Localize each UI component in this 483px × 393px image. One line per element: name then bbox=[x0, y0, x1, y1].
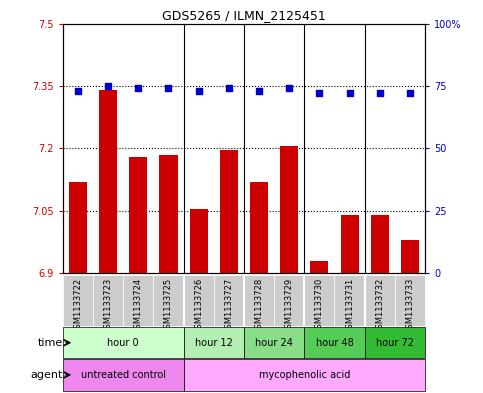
Text: mycophenolic acid: mycophenolic acid bbox=[258, 370, 350, 380]
FancyBboxPatch shape bbox=[274, 275, 304, 326]
Point bbox=[255, 88, 263, 94]
Text: GSM1133732: GSM1133732 bbox=[375, 277, 384, 334]
Text: GSM1133725: GSM1133725 bbox=[164, 277, 173, 334]
FancyBboxPatch shape bbox=[184, 327, 244, 358]
Text: GSM1133728: GSM1133728 bbox=[255, 277, 264, 334]
FancyBboxPatch shape bbox=[184, 359, 425, 391]
FancyBboxPatch shape bbox=[63, 359, 184, 391]
Text: agent: agent bbox=[30, 370, 63, 380]
Text: GSM1133730: GSM1133730 bbox=[315, 277, 324, 334]
FancyBboxPatch shape bbox=[154, 275, 184, 326]
FancyBboxPatch shape bbox=[365, 275, 395, 326]
Text: untreated control: untreated control bbox=[81, 370, 166, 380]
FancyBboxPatch shape bbox=[304, 275, 334, 326]
Point bbox=[134, 85, 142, 92]
Text: hour 72: hour 72 bbox=[376, 338, 414, 348]
Point bbox=[225, 85, 233, 92]
Text: GSM1133727: GSM1133727 bbox=[224, 277, 233, 334]
Point bbox=[165, 85, 172, 92]
Title: GDS5265 / ILMN_2125451: GDS5265 / ILMN_2125451 bbox=[162, 9, 326, 22]
Bar bbox=[129, 157, 147, 273]
Point bbox=[406, 90, 414, 97]
FancyBboxPatch shape bbox=[304, 327, 365, 358]
FancyBboxPatch shape bbox=[184, 275, 213, 326]
FancyBboxPatch shape bbox=[63, 275, 93, 326]
Point bbox=[376, 90, 384, 97]
Bar bbox=[220, 151, 238, 273]
Text: GSM1133723: GSM1133723 bbox=[103, 277, 113, 334]
Point bbox=[74, 88, 82, 94]
FancyBboxPatch shape bbox=[365, 327, 425, 358]
Bar bbox=[99, 90, 117, 273]
Text: GSM1133731: GSM1133731 bbox=[345, 277, 354, 334]
Text: GSM1133724: GSM1133724 bbox=[134, 277, 143, 334]
Point bbox=[285, 85, 293, 92]
Bar bbox=[371, 215, 389, 273]
FancyBboxPatch shape bbox=[244, 327, 304, 358]
FancyBboxPatch shape bbox=[334, 275, 365, 326]
Text: GSM1133726: GSM1133726 bbox=[194, 277, 203, 334]
Bar bbox=[280, 146, 298, 273]
Text: hour 12: hour 12 bbox=[195, 338, 233, 348]
FancyBboxPatch shape bbox=[123, 275, 154, 326]
Point bbox=[195, 88, 202, 94]
FancyBboxPatch shape bbox=[395, 275, 425, 326]
FancyBboxPatch shape bbox=[244, 275, 274, 326]
Text: time: time bbox=[38, 338, 63, 348]
Point bbox=[346, 90, 354, 97]
Bar bbox=[69, 182, 87, 273]
FancyBboxPatch shape bbox=[93, 275, 123, 326]
Bar bbox=[311, 261, 328, 273]
FancyBboxPatch shape bbox=[213, 275, 244, 326]
Text: hour 48: hour 48 bbox=[315, 338, 354, 348]
Text: hour 24: hour 24 bbox=[255, 338, 293, 348]
Text: GSM1133729: GSM1133729 bbox=[284, 277, 294, 334]
Text: hour 0: hour 0 bbox=[107, 338, 139, 348]
Point bbox=[315, 90, 323, 97]
Bar bbox=[401, 240, 419, 273]
Point bbox=[104, 83, 112, 89]
FancyBboxPatch shape bbox=[63, 327, 184, 358]
Bar bbox=[341, 215, 358, 273]
Text: GSM1133733: GSM1133733 bbox=[405, 277, 414, 334]
Bar bbox=[189, 209, 208, 273]
Bar bbox=[159, 154, 178, 273]
Bar bbox=[250, 182, 268, 273]
Text: GSM1133722: GSM1133722 bbox=[73, 277, 83, 334]
